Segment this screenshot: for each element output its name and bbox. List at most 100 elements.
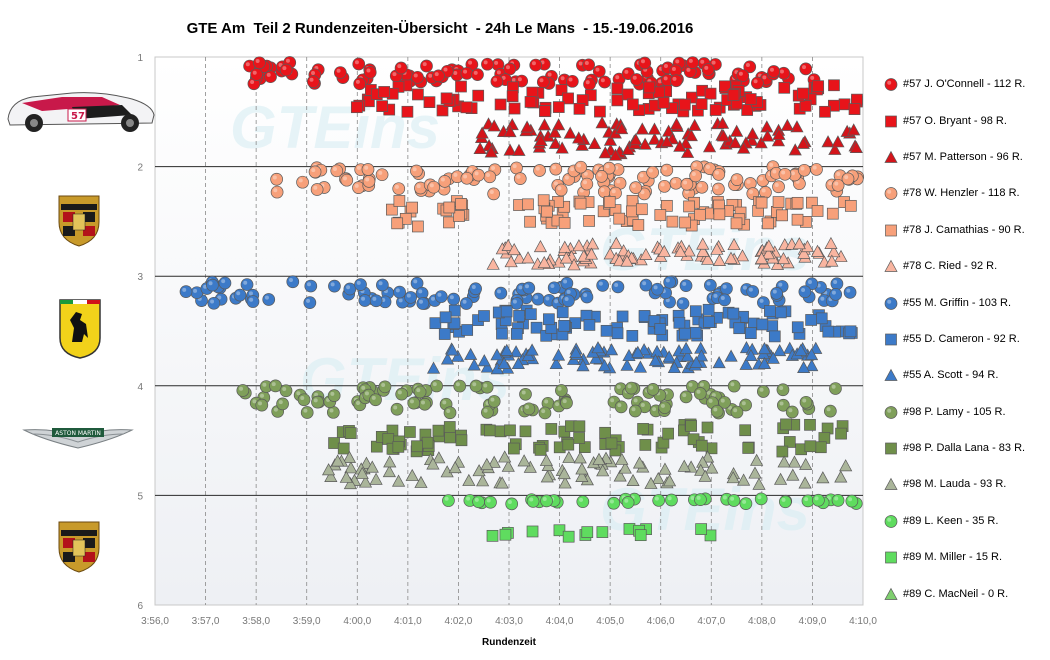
data-point (573, 432, 585, 444)
data-point (583, 77, 596, 91)
data-point (562, 294, 575, 308)
data-point (401, 105, 414, 118)
data-point (339, 470, 353, 483)
data-point (432, 424, 445, 437)
series-5 (386, 194, 857, 233)
data-point (414, 475, 428, 488)
data-point (648, 353, 663, 366)
data-point (669, 74, 683, 88)
legend-label: #57 M. Patterson - 96 R. (903, 150, 1023, 163)
data-point (447, 292, 461, 306)
data-point (525, 308, 537, 321)
data-point (480, 360, 494, 373)
legend-marker (884, 78, 898, 92)
data-point (638, 56, 652, 70)
data-point (815, 312, 828, 325)
data-point (626, 330, 639, 342)
data-point (442, 494, 455, 507)
data-point (684, 129, 698, 142)
data-point (495, 476, 509, 489)
data-point (382, 465, 396, 478)
data-point (611, 94, 624, 107)
data-point (673, 244, 688, 258)
data-point (555, 141, 569, 154)
data-point (513, 172, 527, 185)
data-point (484, 145, 498, 158)
data-point (726, 471, 740, 484)
data-point (410, 164, 423, 178)
data-point (534, 444, 547, 456)
data-point (255, 398, 269, 412)
data-point (533, 164, 546, 177)
data-point (615, 122, 629, 135)
data-point (829, 382, 842, 395)
data-point (523, 460, 537, 473)
data-point (798, 476, 812, 489)
data-point (582, 58, 595, 72)
data-point (737, 141, 751, 154)
data-point (761, 247, 776, 260)
data-point (772, 127, 786, 140)
legend-marker (884, 405, 898, 419)
data-point (510, 161, 523, 175)
data-point (487, 119, 501, 132)
data-point (524, 96, 537, 108)
data-point (626, 205, 638, 218)
data-point (680, 177, 694, 191)
data-point (783, 436, 796, 448)
x-tick-label: 4:06,0 (647, 616, 675, 627)
data-point (796, 136, 810, 149)
data-point (780, 118, 794, 131)
data-point (695, 98, 708, 110)
data-point (343, 282, 357, 296)
data-point (685, 420, 697, 432)
data-point (414, 181, 427, 195)
series-6 (486, 236, 848, 271)
data-point (689, 169, 702, 183)
legend-marker (884, 259, 898, 272)
legend-item: #57 J. O'Connell - 112 R. (884, 66, 1050, 102)
data-point (501, 238, 515, 252)
porsche-crest-logo (58, 195, 100, 247)
legend-marker-shape (885, 224, 897, 237)
legend-label: #98 M. Lauda - 93 R. (903, 478, 1007, 491)
data-point (572, 131, 586, 144)
data-point (460, 171, 474, 185)
data-point (562, 438, 575, 451)
data-point (549, 162, 563, 176)
data-point (826, 207, 839, 220)
data-point (713, 208, 726, 221)
data-point (694, 209, 706, 221)
data-point (629, 181, 642, 194)
data-point (824, 236, 838, 249)
data-point (508, 102, 521, 115)
data-point (773, 472, 788, 485)
data-point (589, 351, 603, 364)
data-point (331, 454, 345, 467)
data-point (448, 317, 461, 330)
data-point (560, 396, 573, 410)
data-point (352, 57, 366, 71)
data-point (405, 468, 419, 481)
data-point (576, 495, 590, 509)
x-tick-label: 4:00,0 (343, 616, 371, 627)
data-point (503, 62, 517, 76)
data-point (404, 291, 417, 304)
data-point (370, 440, 383, 453)
data-point (246, 295, 260, 308)
data-point (297, 393, 311, 407)
data-point (735, 249, 750, 262)
legend-marker (885, 551, 897, 564)
legend-marker (885, 224, 897, 237)
data-point (679, 216, 691, 229)
data-point (573, 451, 587, 464)
legend-marker-shape (884, 478, 898, 491)
data-point (537, 118, 552, 131)
data-point (628, 404, 642, 418)
data-point (534, 133, 548, 146)
data-point (739, 357, 753, 370)
data-point (390, 402, 404, 416)
data-point (376, 100, 388, 112)
data-point (504, 255, 518, 268)
data-point (559, 251, 573, 264)
